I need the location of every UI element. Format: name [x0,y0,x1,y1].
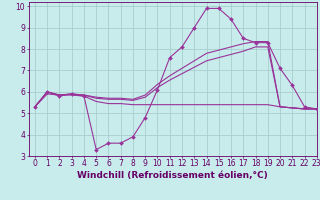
X-axis label: Windchill (Refroidissement éolien,°C): Windchill (Refroidissement éolien,°C) [77,171,268,180]
